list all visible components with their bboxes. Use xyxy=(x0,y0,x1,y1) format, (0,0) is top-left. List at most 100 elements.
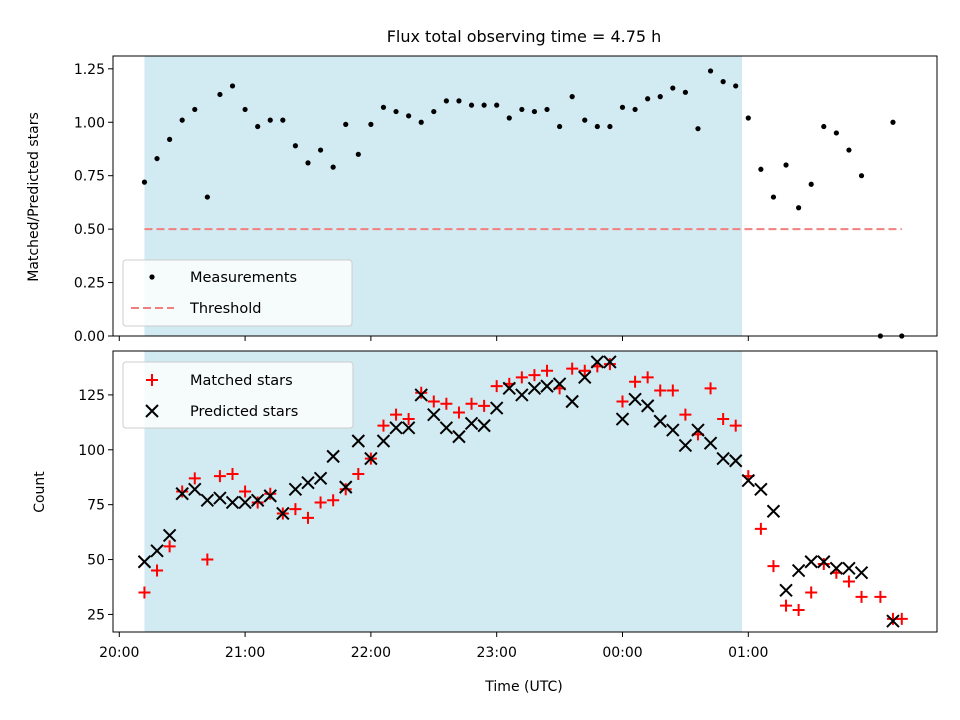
matched-star-point xyxy=(754,522,767,535)
predicted-star-point xyxy=(691,423,705,437)
matched-star-point xyxy=(515,371,528,384)
predicted-star-point xyxy=(540,379,554,393)
ratio-legend-box xyxy=(122,259,353,327)
x-tick-label: 23:00 xyxy=(477,645,517,661)
predicted-star-point xyxy=(175,486,189,501)
count-axes-frame xyxy=(112,350,938,633)
predicted-star-point xyxy=(326,449,340,464)
count-legend: Matched stars Predicted stars xyxy=(122,361,354,429)
predicted-star-point xyxy=(578,370,592,385)
predicted-star-point xyxy=(527,381,542,396)
predicted-star-point xyxy=(552,377,567,391)
predicted-star-point xyxy=(439,421,454,435)
measurement-point xyxy=(833,130,839,136)
measurement-point xyxy=(179,117,185,123)
matched-star-point xyxy=(842,575,855,588)
x-tick-label: 01:00 xyxy=(728,645,768,661)
count-data xyxy=(137,355,908,628)
predicted-star-point xyxy=(741,473,756,488)
predicted-star-point xyxy=(364,451,378,466)
measurement-point xyxy=(380,104,387,110)
matched-star-point xyxy=(402,413,415,426)
matched-star-point xyxy=(427,395,440,408)
matched-star-point xyxy=(339,483,352,496)
matched-star-point xyxy=(327,494,340,507)
matched-star-point xyxy=(151,564,164,577)
y-tick-label: 0.75 xyxy=(74,169,105,185)
predicted-star-point xyxy=(653,414,667,428)
measurement-point xyxy=(217,91,223,98)
predicted-star-point xyxy=(339,480,353,494)
predicted-star-point xyxy=(489,401,504,415)
predicted-star-point xyxy=(502,381,516,396)
measurement-point xyxy=(267,117,273,123)
matched-star-point xyxy=(654,384,667,397)
measurement-point xyxy=(707,68,714,74)
chart-title: Flux total observing time = 4.75 h xyxy=(387,27,662,46)
measurement-point xyxy=(305,160,311,166)
count-y-ticks: 25 50 75 100 125 xyxy=(78,388,113,623)
count-panel: 25 50 75 100 125 20:00 21:00 22:00 23:00 00:00 01… xyxy=(32,350,938,695)
matched-star-point xyxy=(895,612,908,625)
measurement-point xyxy=(645,96,651,102)
predicted-star-point xyxy=(886,614,900,628)
y-tick-label: 50 xyxy=(87,553,105,569)
predicted-star-point xyxy=(766,504,781,518)
ratio-legend: Measurements Threshold xyxy=(122,259,353,327)
measurement-point xyxy=(468,102,475,108)
measurement-point xyxy=(682,89,688,95)
matched-star-point xyxy=(213,470,226,483)
measurement-point xyxy=(280,117,286,123)
matched-star-point xyxy=(817,557,830,570)
measurement-point xyxy=(355,151,361,157)
predicted-star-point xyxy=(603,355,617,369)
matched-star-point xyxy=(390,408,403,421)
matched-star-point xyxy=(440,397,453,410)
matched-star-point xyxy=(717,413,730,426)
predicted-star-point xyxy=(640,399,655,413)
measurement-point xyxy=(330,164,336,170)
y-tick-label: 0.50 xyxy=(74,222,105,238)
measurement-point xyxy=(167,136,173,142)
measurement-point xyxy=(632,106,638,113)
matched-star-point xyxy=(188,472,201,485)
legend-predicted-label: Predicted stars xyxy=(190,404,298,420)
predicted-star-point xyxy=(729,454,743,468)
y-tick-label: 100 xyxy=(78,443,105,459)
measurement-point xyxy=(544,106,550,113)
measurement-point xyxy=(242,106,248,113)
measurement-point xyxy=(670,85,676,91)
measurement-point xyxy=(255,123,261,130)
matched-star-point xyxy=(239,485,252,498)
measurement-point xyxy=(556,123,563,130)
legend-threshold-label: Threshold xyxy=(189,301,261,317)
y-tick-label: 1.00 xyxy=(74,115,105,131)
measurement-point xyxy=(418,119,424,125)
x-tick-label: 21:00 xyxy=(225,645,265,661)
predicted-star-point xyxy=(200,493,215,507)
predicted-star-point xyxy=(678,438,693,453)
matched-star-point xyxy=(264,487,277,500)
matched-star-point xyxy=(641,371,654,384)
predicted-star-point xyxy=(238,495,252,510)
legend-measurements-marker xyxy=(149,274,155,280)
measurement-point xyxy=(519,106,525,113)
predicted-star-point xyxy=(427,407,441,422)
predicted-star-point xyxy=(162,528,177,543)
measurement-point xyxy=(292,143,299,149)
predicted-star-point xyxy=(615,412,630,426)
measurement-point xyxy=(846,147,852,153)
measurement-point xyxy=(531,108,538,115)
predicted-star-point xyxy=(703,436,718,450)
matched-star-point xyxy=(729,419,742,432)
predicted-star-point xyxy=(791,563,806,578)
measurement-point xyxy=(745,115,751,121)
matched-star-point xyxy=(352,467,365,480)
measurement-point xyxy=(506,115,512,121)
matched-star-point xyxy=(855,590,868,603)
measurement-point xyxy=(607,123,613,130)
legend-measurements-label: Measurements xyxy=(190,270,297,286)
predicted-star-point xyxy=(263,489,277,503)
count-y-axis-label: Count xyxy=(32,471,48,513)
